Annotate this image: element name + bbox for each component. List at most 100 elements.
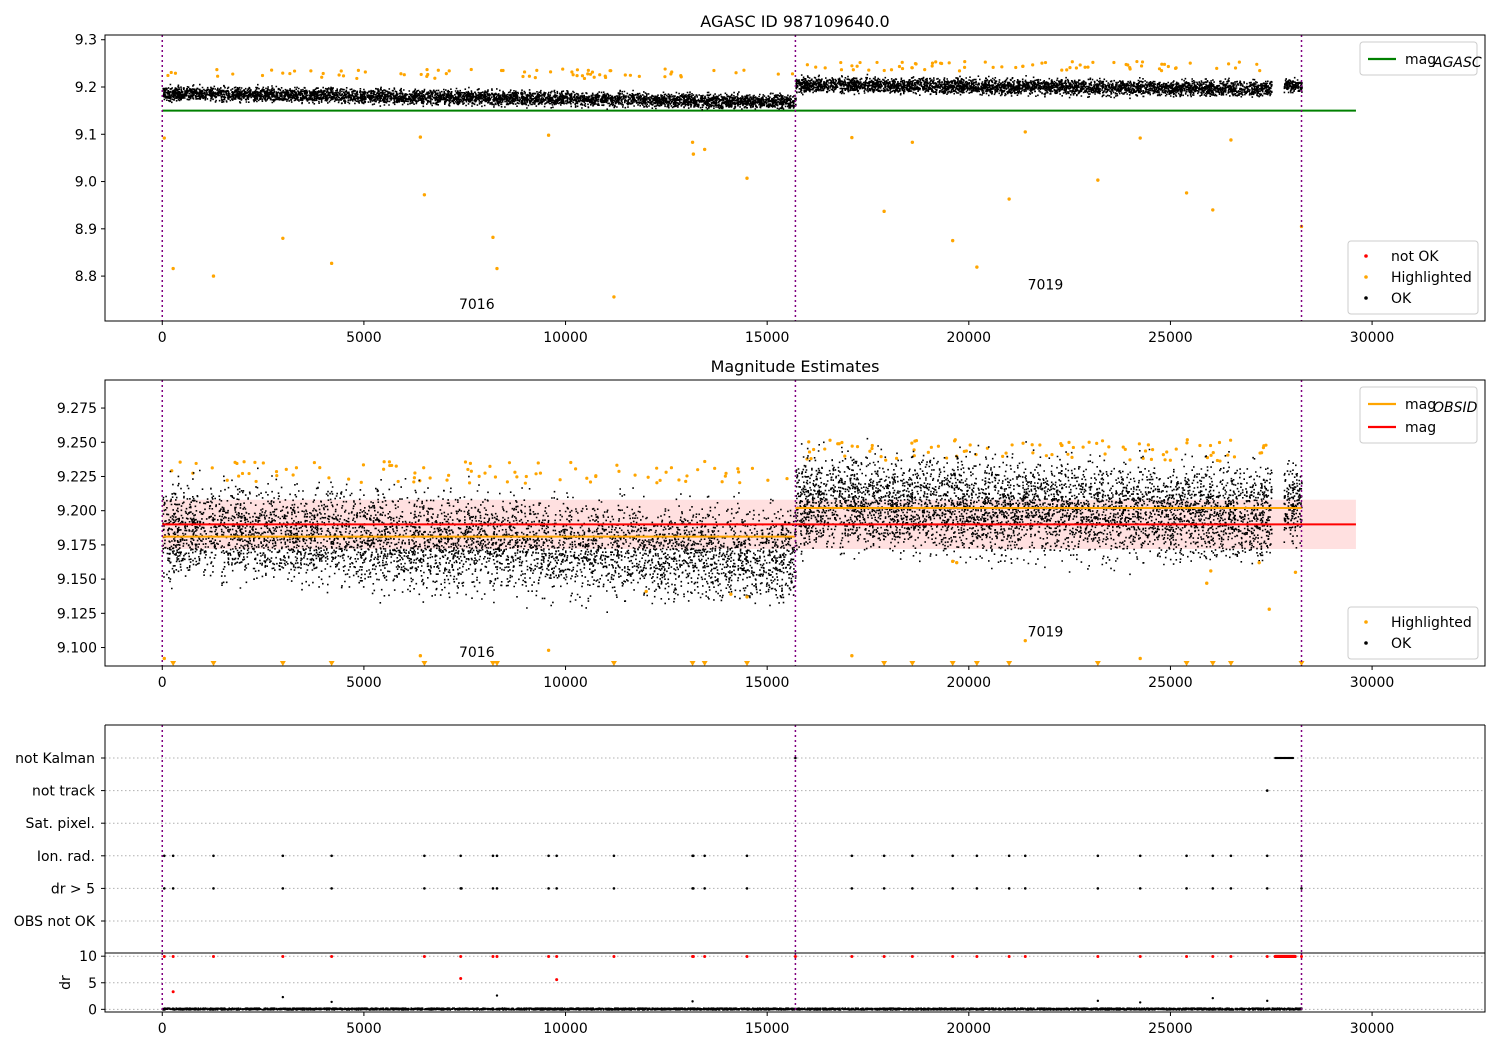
highlighted-point (836, 442, 840, 446)
dr-not-ok-point (951, 954, 955, 958)
highlighted-point (571, 73, 575, 77)
x-tick-label: 25000 (1148, 330, 1193, 346)
x-tick-label: 20000 (947, 1021, 992, 1037)
dr-not-ok-point (1265, 954, 1269, 958)
highlighted-point (1185, 441, 1189, 445)
highlighted-point (535, 68, 539, 72)
highlighted-point (750, 466, 755, 471)
highlighted-point (1066, 452, 1070, 456)
out-of-range-marker (1227, 660, 1234, 666)
highlighted-point (617, 469, 621, 473)
out-of-range-marker (949, 660, 956, 666)
highlighted-point (1168, 458, 1172, 462)
highlighted-point (390, 463, 394, 468)
highlighted-point (569, 460, 573, 465)
highlighted-point (1205, 581, 1209, 585)
highlighted-point (422, 466, 426, 470)
flag-point (212, 887, 215, 890)
highlighted-point (823, 447, 827, 451)
highlighted-point (321, 71, 325, 76)
highlighted-point (1258, 451, 1262, 455)
highlighted-point (734, 71, 738, 75)
y-tick-label: 9.3 (75, 33, 97, 49)
highlighted-point (884, 458, 888, 462)
highlighted-point (1043, 60, 1048, 65)
flag-point (1007, 854, 1011, 858)
highlighted-point (1014, 65, 1018, 70)
highlighted-point (468, 461, 473, 466)
line-legend-box (1359, 386, 1478, 444)
flag-point (1007, 887, 1011, 890)
highlighted-point (1021, 441, 1025, 445)
x-tick-label: 0 (158, 1021, 167, 1037)
highlighted-point (679, 73, 683, 78)
highlighted-point (534, 472, 538, 476)
highlighted-point (696, 468, 700, 472)
highlighted-point (809, 457, 813, 461)
highlighted-point (1031, 451, 1035, 455)
highlighted-point (633, 473, 637, 477)
highlighted-point (237, 474, 241, 478)
highlighted-point (469, 469, 473, 473)
highlighted-point (644, 589, 648, 594)
highlighted-point (363, 70, 367, 74)
highlighted-point (1030, 443, 1034, 447)
highlighted-point (1004, 451, 1008, 455)
highlighted-point (776, 72, 780, 76)
highlighted-point (807, 450, 812, 454)
highlighted-point (889, 68, 894, 72)
out-of-range-marker (610, 660, 617, 666)
x-tick-label: 5000 (346, 1021, 382, 1037)
flag-point (1291, 756, 1295, 760)
highlighted-point (1157, 67, 1162, 71)
x-tick-label: 25000 (1148, 1021, 1193, 1037)
y-tick-label: 9.225 (57, 469, 97, 485)
flag-point (692, 854, 695, 858)
legend-point-swatch (1364, 296, 1368, 300)
dr-not-ok-point (171, 990, 175, 994)
highlighted-point (947, 61, 951, 65)
highlighted-point (588, 72, 593, 76)
highlighted-point (1139, 64, 1144, 68)
highlighted-point (664, 470, 668, 474)
dr-ok-points (162, 1007, 1303, 1011)
highlighted-point (1050, 452, 1054, 457)
highlighted-point (399, 72, 403, 76)
highlighted-point (169, 70, 173, 75)
y-tick-label: 9.125 (57, 606, 97, 622)
highlighted-point (166, 73, 170, 78)
highlighted-point (1173, 66, 1178, 70)
highlighted-point (521, 74, 525, 79)
axes-frame (104, 34, 1486, 322)
highlighted-point (1160, 62, 1164, 66)
legend-point-label: OK (1391, 636, 1412, 652)
highlighted-point (318, 466, 322, 470)
highlighted-point (785, 476, 789, 481)
highlighted-point (724, 471, 728, 475)
highlighted-point (850, 654, 854, 658)
out-of-range-marker (1094, 660, 1101, 666)
x-tick-label: 10000 (543, 330, 588, 346)
highlighted-point (1257, 560, 1261, 565)
highlighted-point (910, 441, 914, 445)
highlighted-point (875, 60, 879, 65)
point-legend-box (1347, 240, 1479, 315)
ok-points (1283, 76, 1303, 94)
dr-panel: 0 5000 10000 15000 20000 25000 30000 0 5 10 dr (58, 949, 1486, 1037)
flag-point (495, 854, 499, 858)
dr-not-ok-point (975, 954, 979, 958)
highlighted-point (669, 466, 674, 470)
highlighted-point (1140, 60, 1145, 64)
flag-point (1138, 854, 1142, 858)
highlighted-point (594, 474, 598, 478)
dr-not-ok-point (330, 954, 334, 958)
out-of-range-marker (1298, 660, 1305, 666)
dr-point (1139, 1001, 1142, 1004)
highlighted-point (1038, 443, 1042, 447)
flag-label: dr > 5 (51, 881, 95, 897)
flag-point (882, 854, 886, 858)
highlighted-point (171, 266, 175, 271)
dr-not-ok-point (703, 954, 707, 958)
highlighted-point (1023, 638, 1027, 643)
highlighted-point (162, 136, 166, 140)
